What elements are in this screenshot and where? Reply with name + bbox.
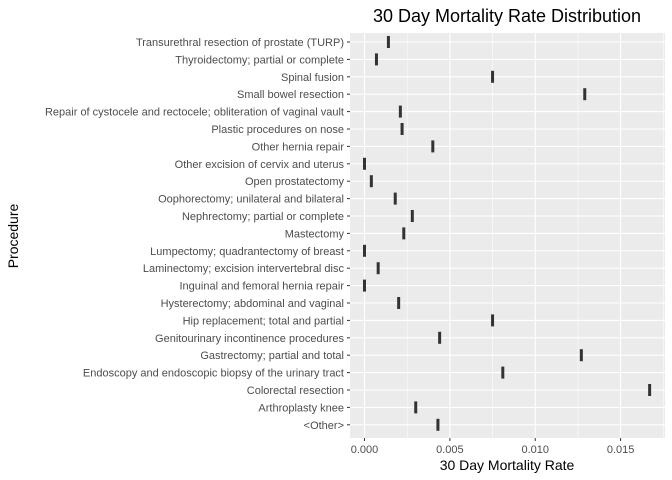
chart-title: 30 Day Mortality Rate Distribution (373, 6, 641, 26)
x-axis-title: 30 Day Mortality Rate (440, 457, 575, 473)
category-label: Open prostatectomy (245, 176, 345, 188)
x-axis-tick-labels: 0.000 0.005 0.010 0.015 (351, 438, 635, 456)
category-label: Lumpectomy; quadrantectomy of breast (150, 246, 344, 258)
category-label: Transurethral resection of prostate (TUR… (136, 37, 344, 49)
grid-lines (350, 33, 665, 438)
category-label: Endoscopy and endoscopic biopsy of the u… (83, 368, 344, 380)
category-label: Genitourinary incontinence procedures (155, 333, 344, 345)
category-label: Arthroplasty knee (258, 402, 344, 414)
x-tick-label: 0.010 (521, 444, 549, 456)
category-label: Colorectal resection (247, 385, 344, 397)
category-label: Gastrectomy; partial and total (200, 350, 344, 362)
category-label: Inguinal and femoral hernia repair (180, 281, 345, 293)
x-tick-label: 0.005 (436, 444, 464, 456)
x-tick-label: 0.000 (351, 444, 379, 456)
category-label: Hip replacement; total and partial (183, 315, 344, 327)
category-label: Oophorectomy; unilateral and bilateral (158, 194, 344, 206)
category-label: Thyroidectomy; partial or complete (175, 54, 344, 66)
data-markers (363, 36, 652, 431)
category-label: Plastic procedures on nose (211, 124, 344, 136)
category-label: Nephrectomy; partial or complete (182, 211, 344, 223)
category-label: Other excision of cervix and uterus (175, 159, 345, 171)
category-label: Small bowel resection (237, 89, 344, 101)
y-axis-category-labels: Transurethral resection of prostate (TUR… (45, 37, 350, 432)
y-axis-title: Procedure (5, 203, 21, 268)
category-label: Repair of cystocele and rectocele; oblit… (45, 107, 344, 119)
category-label: Hysterectomy; abdominal and vaginal (161, 298, 344, 310)
category-label: Laminectomy; excision intervertebral dis… (143, 263, 345, 275)
category-label: Other hernia repair (252, 141, 345, 153)
category-label: <Other> (304, 420, 344, 432)
category-label: Mastectomy (285, 228, 345, 240)
category-label: Spinal fusion (281, 72, 344, 84)
x-tick-label: 0.015 (607, 444, 635, 456)
